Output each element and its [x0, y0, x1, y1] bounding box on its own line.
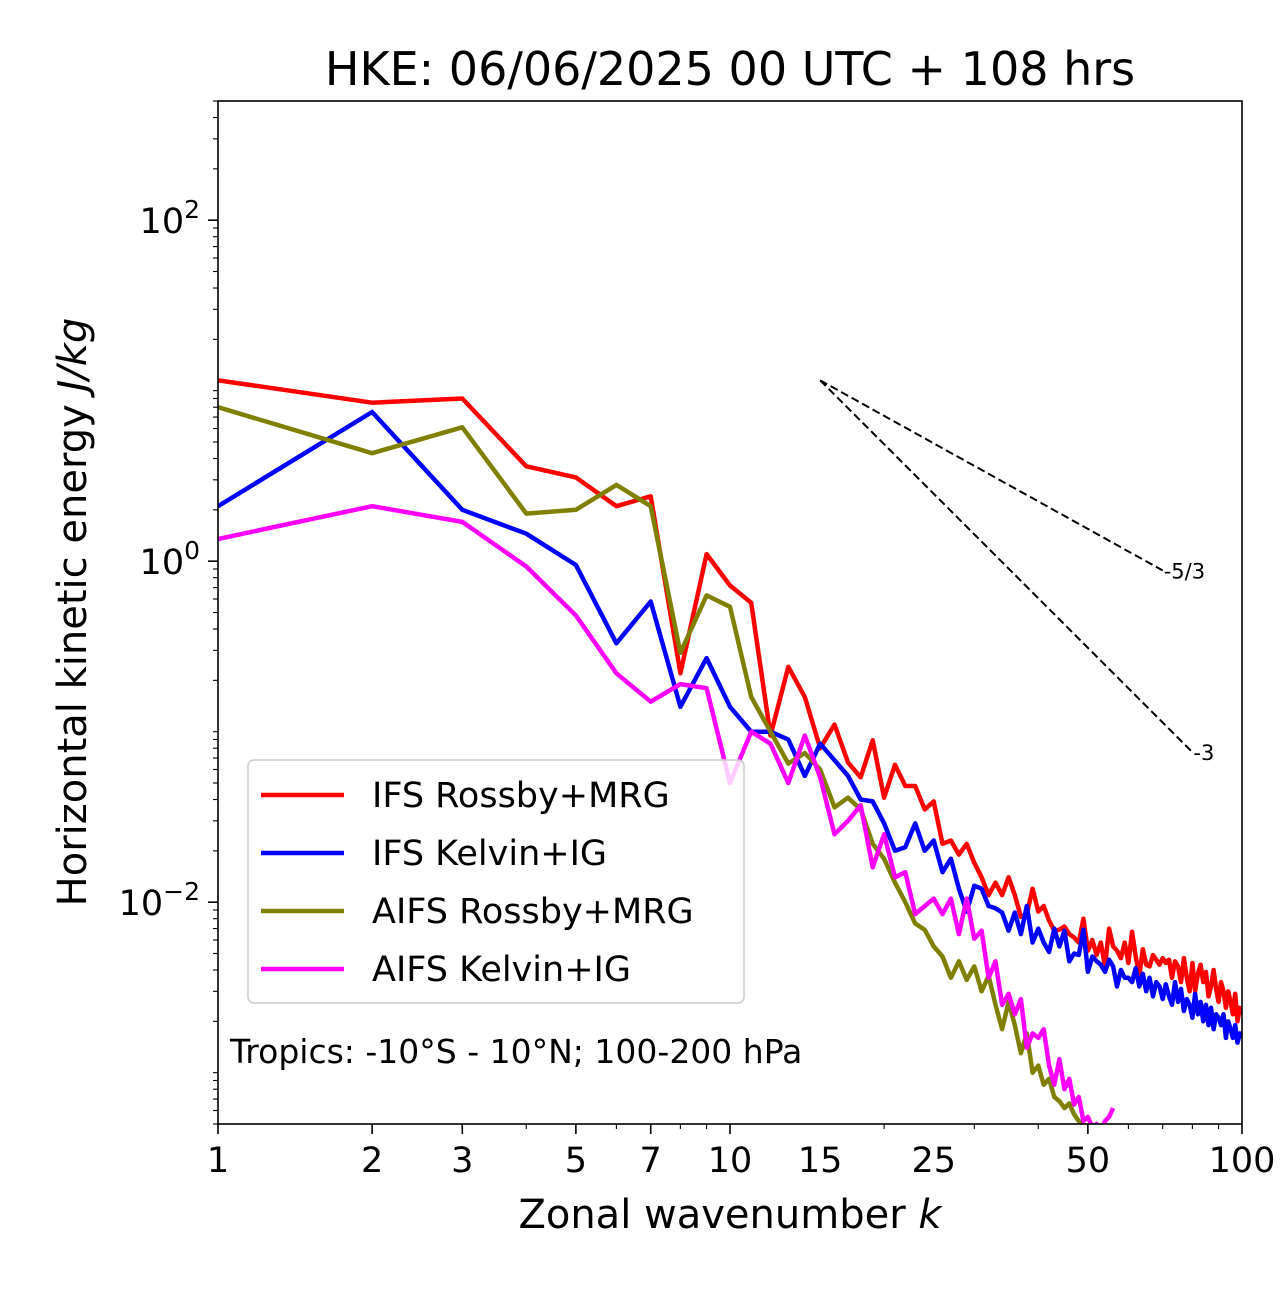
- x-tick-label: 2: [361, 1141, 383, 1181]
- x-tick-label: 50: [1066, 1141, 1111, 1181]
- series-line-3: [218, 405, 1087, 1124]
- legend-label: AIFS Kelvin+IG: [372, 950, 631, 990]
- plot-frame: [217, 100, 1243, 1125]
- y-tick-label: 102: [140, 195, 200, 242]
- x-tick-label: 3: [451, 1141, 473, 1181]
- x-tick-label: 1: [207, 1141, 229, 1181]
- chart-title: HKE: 06/06/2025 00 UTC + 108 hrs: [325, 42, 1135, 96]
- x-tick-label: 15: [798, 1141, 843, 1181]
- series-line-1: [218, 378, 1242, 1024]
- legend-label: IFS Kelvin+IG: [372, 834, 607, 874]
- tropics-annotation: Tropics: -10°S - 10°N; 100-200 hPa: [229, 1032, 802, 1071]
- legend-label: AIFS Rossby+MRG: [372, 892, 694, 932]
- y-tick-label: 10−2: [119, 877, 200, 924]
- reference-line-1: [819, 379, 1164, 572]
- y-tick-label: 100: [140, 536, 200, 583]
- reference-line-2: [819, 379, 1194, 753]
- reference-label-1: -5/3: [1164, 559, 1205, 583]
- x-tick-label: 100: [1209, 1141, 1276, 1181]
- x-tick-label: 7: [640, 1141, 662, 1181]
- legend-label: IFS Rossby+MRG: [372, 776, 670, 816]
- legend-box: [247, 759, 745, 1004]
- x-axis-label: Zonal wavenumber k: [518, 1192, 943, 1238]
- x-tick-label: 10: [708, 1141, 753, 1181]
- reference-label-2: -3: [1193, 741, 1214, 765]
- x-tick-label: 5: [565, 1141, 587, 1181]
- series-line-2: [218, 409, 1242, 1045]
- y-axis-label: Horizontal kinetic energy J/kg: [50, 318, 96, 907]
- x-tick-label: 25: [911, 1141, 956, 1181]
